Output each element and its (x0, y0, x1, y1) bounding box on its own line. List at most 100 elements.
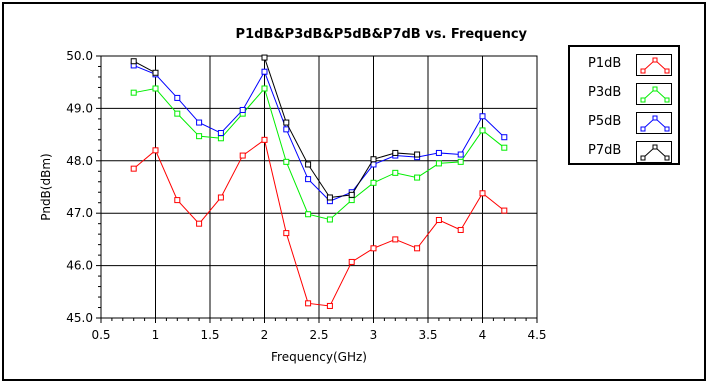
data-point-p1db (392, 236, 399, 243)
data-point-p1db (174, 197, 181, 204)
data-point-p3db (414, 174, 421, 181)
legend-marker (652, 57, 658, 63)
data-point-p3db (217, 135, 224, 142)
data-point-p7db (261, 54, 268, 61)
data-point-p1db (501, 207, 508, 214)
series-line-p7db (264, 57, 418, 199)
data-point-p5db (217, 130, 224, 137)
data-point-p7db (130, 58, 137, 65)
x-tick-label: 4 (479, 328, 487, 342)
legend-marker (640, 68, 646, 74)
data-point-p7db (348, 191, 355, 198)
x-tick-label: 2 (261, 328, 269, 342)
data-point-p1db (414, 245, 421, 252)
legend-entry-p3db: P3dB (570, 80, 678, 110)
legend-marker (664, 126, 670, 132)
x-axis-label: Frequency(GHz) (271, 350, 367, 364)
x-tick-label: 3 (370, 328, 378, 342)
legend-swatch-p5db (636, 112, 672, 134)
data-point-p5db (239, 106, 246, 113)
data-point-p3db (501, 144, 508, 151)
legend-label: P7dB (588, 143, 622, 158)
x-tick-label: 0.5 (91, 328, 110, 342)
series-p3db (130, 85, 508, 223)
legend-marker (664, 68, 670, 74)
data-point-p7db (370, 156, 377, 163)
data-point-p1db (326, 302, 333, 309)
data-point-p1db (435, 217, 442, 224)
data-point-p3db (130, 89, 137, 96)
legend-marker (640, 126, 646, 132)
data-point-p3db (283, 158, 290, 165)
series-p1db (130, 136, 508, 309)
data-point-p1db (152, 147, 159, 154)
data-point-p7db (305, 161, 312, 168)
legend-marker (664, 97, 670, 103)
data-point-p5db (174, 94, 181, 101)
data-point-p5db (501, 134, 508, 141)
data-point-p3db (152, 85, 159, 92)
data-point-p1db (305, 300, 312, 307)
chart-title: P1dB&P3dB&P5dB&P7dB vs. Frequency (236, 27, 528, 42)
x-tick-label: 2.5 (309, 328, 328, 342)
legend-marker (640, 155, 646, 161)
legend-entry-p1db: P1dB (570, 51, 678, 81)
data-point-p3db (479, 127, 486, 134)
y-tick-label: 47.0 (66, 206, 93, 220)
series-line-p5db (133, 64, 505, 202)
data-point-p1db (370, 245, 377, 252)
legend: P1dB P3dB P5dB P7dB (568, 45, 680, 165)
data-point-p5db (196, 119, 203, 126)
y-tick-label: 48.0 (66, 154, 93, 168)
series-line-p1db (133, 138, 505, 307)
y-tick-label: 49.0 (66, 101, 93, 115)
data-point-p3db (370, 179, 377, 186)
series-line-p3db (133, 87, 505, 221)
grid-layer (101, 56, 537, 318)
y-tick-label: 46.0 (66, 259, 93, 273)
data-point-p5db (261, 68, 268, 75)
series-line-p7db (133, 60, 156, 74)
data-point-p3db (174, 110, 181, 117)
data-point-p3db (196, 133, 203, 140)
series-p7db (130, 54, 421, 201)
data-point-p3db (305, 211, 312, 218)
legend-marker (664, 155, 670, 161)
legend-swatch-p1db (636, 54, 672, 76)
data-point-p3db (326, 216, 333, 223)
y-axis-label: PndB(dBm) (39, 153, 53, 220)
legend-label: P3dB (588, 85, 622, 100)
data-point-p1db (196, 220, 203, 227)
data-point-p7db (392, 149, 399, 156)
data-point-p1db (239, 152, 246, 159)
x-tick-label: 1 (152, 328, 160, 342)
data-point-p1db (283, 230, 290, 237)
legend-marker (652, 144, 658, 150)
data-point-p7db (414, 151, 421, 158)
legend-marker (652, 115, 658, 121)
legend-label: P1dB (588, 56, 622, 71)
data-point-p7db (152, 69, 159, 76)
data-point-p1db (479, 190, 486, 197)
data-point-p5db (457, 151, 464, 158)
data-point-p3db (392, 169, 399, 176)
data-point-p3db (261, 85, 268, 92)
legend-entry-p7db: P7dB (570, 138, 678, 168)
data-point-p1db (130, 165, 137, 172)
legend-marker (652, 86, 658, 92)
x-tick-label: 4.5 (527, 328, 546, 342)
data-point-p7db (326, 194, 333, 201)
data-point-p3db (348, 197, 355, 204)
legend-swatch-p3db (636, 83, 672, 105)
legend-entry-p5db: P5dB (570, 109, 678, 139)
y-tick-label: 50.0 (66, 49, 93, 63)
legend-marker (640, 97, 646, 103)
data-point-p1db (261, 136, 268, 143)
legend-swatch-p7db (636, 141, 672, 163)
data-point-p7db (283, 119, 290, 126)
data-point-p1db (348, 258, 355, 265)
data-point-p5db (283, 126, 290, 133)
y-tick-label: 45.0 (66, 311, 93, 325)
data-point-p1db (457, 226, 464, 233)
